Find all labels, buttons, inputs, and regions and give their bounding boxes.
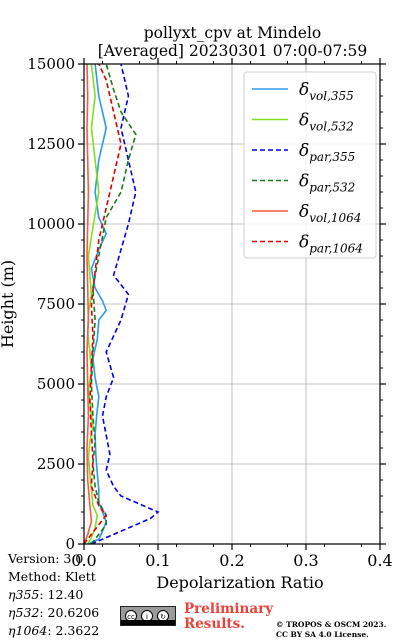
legend-label-par1064: δpar,1064	[299, 233, 363, 256]
eta1064-value: : 2.3622	[47, 623, 100, 638]
preliminary-line2: Results.	[184, 616, 245, 632]
legend-label-par355: δpar,355	[299, 141, 355, 164]
series-par355-line	[91, 63, 160, 545]
x-tick-label: 0.1	[145, 551, 170, 570]
eta355-label: η355	[8, 587, 40, 602]
y-tick-label: 12500	[27, 135, 75, 153]
legend-label-vol355: δvol,355	[299, 80, 354, 103]
y-tick-label: 15000	[27, 55, 75, 73]
method-text: Method: Klett	[8, 569, 96, 584]
y-tick-label: 10000	[27, 215, 75, 233]
eta532-label: η532	[8, 605, 40, 620]
copyright-note: © TROPOS & OSCM 2023. CC BY SA 4.0 Licen…	[276, 620, 386, 640]
legend-label-vol532: δvol,532	[299, 111, 354, 134]
eta1064-label: η1064	[8, 623, 48, 638]
legend-label-par532: δpar,532	[299, 172, 355, 195]
series-vol1064-line	[83, 63, 93, 545]
chart-title: pollyxt_cpv at Mindelo	[143, 24, 322, 42]
y-tick-label: 5000	[37, 375, 75, 393]
series-par1064-line	[83, 63, 122, 545]
cc-license-badge: cc i ↻	[120, 606, 176, 626]
version-text: Version: 3.0	[8, 551, 84, 566]
legend-label-vol1064: δvol,1064	[299, 202, 361, 225]
grid-layer	[83, 63, 381, 545]
credit-line2: CC BY SA 4.0 License.	[276, 630, 369, 639]
series-vol532-line	[86, 63, 100, 545]
eta355-value: : 12.40	[39, 587, 84, 602]
preliminary-line1: Preliminary	[184, 601, 274, 617]
eta532-row: η532: 20.6206	[8, 604, 99, 622]
legend: δvol,355 δvol,532 δpar,355 δpar,532 δvol,106…	[243, 71, 377, 259]
y-axis-label: Height (m)	[0, 260, 17, 348]
series-layer	[83, 63, 160, 545]
eta355-row: η355: 12.40	[8, 586, 99, 604]
eta1064-row: η1064: 2.3622	[8, 622, 99, 640]
cc-badge-bar	[121, 620, 175, 625]
y-tick-label: 7500	[37, 295, 75, 313]
x-tick-label: 0.4	[367, 551, 392, 570]
y-tick-label: 2500	[37, 455, 75, 473]
preliminary-note: Preliminary Results.	[184, 602, 273, 632]
x-tick-label: 0.2	[219, 551, 244, 570]
y-tick-label: 0	[65, 535, 75, 553]
x-tick-label: 0.3	[293, 551, 318, 570]
x-tick-label: 0.0	[71, 551, 96, 570]
chart-subtitle: [Averaged] 20230301 07:00-07:59	[97, 42, 368, 60]
axes-layer: 0.0 0.1 0.2 0.3 0.4 0 2500 5000 7500 10000 12500 15…	[0, 55, 393, 592]
retrieval-info: Version: 3.0 Method: Klett η355: 12.40 η…	[8, 550, 99, 640]
credit-line1: © TROPOS & OSCM 2023.	[276, 620, 387, 629]
x-axis-label: Depolarization Ratio	[156, 573, 323, 592]
by-icon: i	[141, 610, 153, 622]
eta532-value: : 20.6206	[39, 605, 100, 620]
